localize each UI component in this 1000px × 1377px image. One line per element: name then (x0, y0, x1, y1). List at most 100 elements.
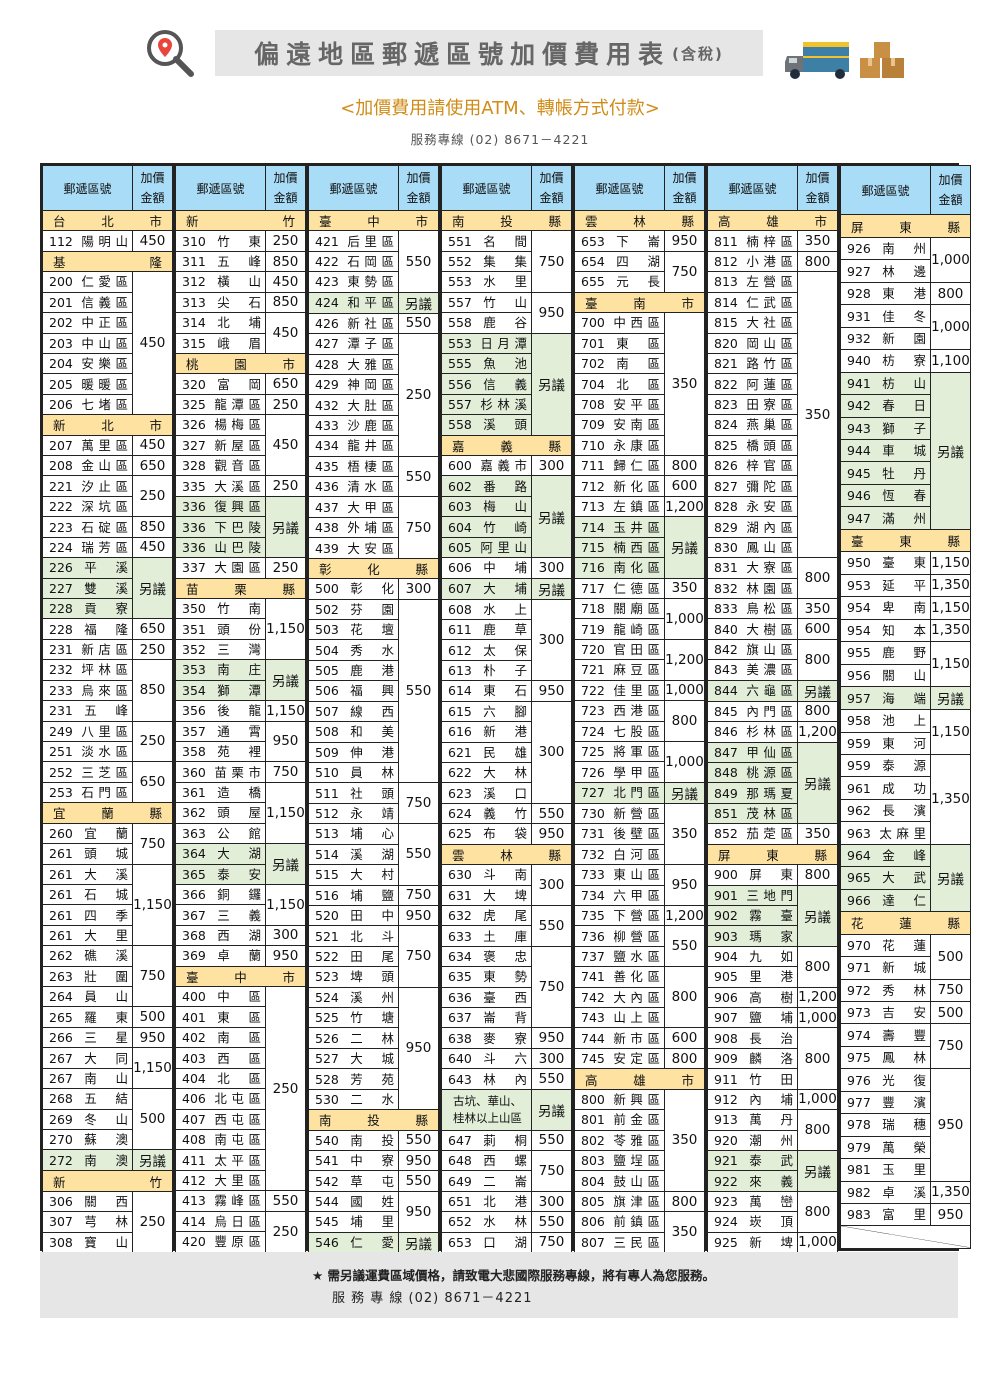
table-row: 358 苑 裡 (175, 740, 306, 763)
table-row: 307 芎 林 (42, 1211, 173, 1233)
zone-label: 357 通 霄 (182, 723, 261, 739)
zone-cell: 957 海 端 (840, 685, 931, 711)
zone-cell: 262 礁 溪 (42, 945, 133, 967)
zone-label: 261 大 里 (49, 927, 128, 943)
table-row: 973 吉 安 500 (840, 1000, 971, 1025)
zone-label: 907 鹽 埔 (714, 1010, 793, 1026)
surcharge-price: 1,350 (930, 1180, 971, 1205)
zone-cell: 261 石 城 (42, 883, 133, 906)
zone-label: 613 朴 子 (448, 663, 527, 679)
zone-cell: 635 東 勢 (441, 966, 532, 988)
table-row: 652 水 林 550 (441, 1211, 572, 1233)
zone-label: 632 虎 尾 (448, 908, 527, 924)
table-row: 262 礁 溪 750 (42, 945, 173, 1008)
zone-cell: 363 公 館 (175, 822, 266, 845)
zone-cell: 622 大 林 (441, 761, 532, 784)
zone-label: 846 杉林區 (714, 724, 793, 740)
table-row: 745 安定區 800 (574, 1047, 705, 1070)
surcharge-price: 950 (930, 1068, 971, 1182)
zone-cell: 227 雙 溪 (42, 577, 133, 600)
zone-label: 964 金 峰 (847, 848, 926, 863)
zone-cell: 369 卓 蘭 (175, 945, 266, 967)
table-row: 231 新店區 250 (42, 638, 173, 661)
zone-cell: 970 花 蓮 (840, 933, 931, 958)
region-name: 台 北 市 (53, 214, 162, 230)
surcharge-price: 1,200 (664, 638, 705, 681)
surcharge-price: 800 (664, 1047, 705, 1070)
zone-label: 201 信義區 (49, 294, 128, 310)
surcharge-price: 1,150 (265, 700, 306, 722)
table-row: 526 二 林 (308, 1027, 439, 1049)
region-name: 臺 中 市 (186, 969, 295, 985)
table-row: 112 陽明山 450 (42, 230, 173, 252)
zone-label: 965 大 武 (847, 870, 926, 886)
table-row: 422 石岡區 (308, 250, 439, 273)
region-header: 高 雄 市 (707, 209, 838, 232)
zone-label: 804 鼓山區 (581, 1173, 660, 1189)
zone-label: 261 四 季 (49, 907, 128, 923)
table-row: 922 來 義 (707, 1170, 838, 1192)
table-row: 367 三 義 (175, 904, 306, 926)
zone-label: 903 瑪 家 (714, 928, 793, 944)
zone-cell: 228 福 隆 (42, 618, 133, 640)
price-header: 加價 金額 (531, 165, 572, 211)
zone-label: 913 萬 丹 (714, 1112, 793, 1128)
zone-header: 郵遞區號 (175, 165, 266, 211)
zone-cell: 361 造 橋 (175, 781, 266, 804)
zone-label: 112 陽明山 (49, 233, 128, 249)
surcharge-price: 550 (398, 1170, 439, 1192)
zone-label: 944 車 城 (847, 443, 926, 459)
surcharge-price: 750 (132, 822, 173, 865)
surcharge-price: 850 (132, 516, 173, 538)
zone-label: 366 銅 鑼 (182, 887, 261, 903)
zone-cell: 844 六龜區 (707, 679, 798, 702)
surcharge-price: 800 (797, 864, 838, 886)
zone-label: 931 佳 冬 (847, 308, 926, 324)
table-row: 961 成 功 (840, 776, 971, 800)
footer-service-hotline: 服 務 專 線 (02) 8671－4221 (332, 1291, 533, 1306)
zone-cell: 614 東 石 (441, 680, 532, 702)
table-column-group: 郵遞區號 加價 金額南 投 縣 551 名 間 750 552 集 集 553 水 里 557… (441, 165, 572, 1254)
table-row: 732 白河區 (574, 843, 705, 866)
zone-label: 812 小港區 (714, 254, 793, 270)
zone-label: 504 秀 水 (315, 642, 394, 658)
zone-label: 963 太麻里 (847, 825, 926, 841)
zone-cell: 515 大 村 (308, 864, 399, 886)
region-header: 雲 林 縣 (441, 843, 572, 866)
table-row: 新 北 市 (42, 414, 173, 436)
zone-cell: 824 燕巢區 (707, 414, 798, 436)
region-name: 屏 東 縣 (718, 847, 827, 863)
zone-label: 433 沙鹿區 (315, 418, 394, 433)
table-row: 802 苓雅區 (574, 1129, 705, 1151)
zone-label: 608 水 上 (448, 601, 527, 617)
zone-cell: 439 大安區 (308, 537, 399, 559)
zone-cell: 908 長 治 (707, 1027, 798, 1049)
table-row: 252 三芝區 650 (42, 761, 173, 804)
surcharge-price: 550 (265, 1190, 306, 1212)
zone-label: 633 土 庫 (448, 928, 527, 944)
zone-label: 336 山巴陵 (182, 539, 261, 555)
zone-cell: 906 高 樹 (707, 986, 798, 1009)
region-name: 宜 蘭 縣 (53, 806, 162, 822)
zone-cell: 734 六甲區 (574, 884, 665, 906)
zone-label: 736 柳營區 (581, 928, 660, 944)
table-row: 971 新 城 (840, 956, 971, 980)
zone-label: 546 仁 愛 (315, 1235, 394, 1251)
zone-cell: 812 小港區 (707, 250, 798, 273)
surcharge-price: 950 (398, 986, 439, 1111)
zone-cell: 364 大 湖 (175, 843, 266, 865)
zone-label: 924 崁 頂 (714, 1214, 793, 1230)
surcharge-price: 1,200 (664, 495, 705, 518)
zone-cell: 503 花 壇 (308, 619, 399, 641)
table-row: 959 東 河 (840, 731, 971, 755)
table-row: 976 光 復 950 (840, 1068, 971, 1182)
zone-cell: 955 鹿 野 (840, 641, 931, 665)
surcharge-price: 1,200 (664, 904, 705, 927)
surcharge-price: 750 (531, 1149, 572, 1192)
zone-label: 233 烏來區 (49, 682, 128, 698)
zone-label: 353 南 庄 (182, 662, 261, 678)
table-row: 雲 林 縣 (441, 843, 572, 866)
table-row: 411 太平區 (175, 1149, 306, 1171)
region-header: 屏 東 縣 (707, 843, 838, 866)
region-header: 桃 園 市 (175, 352, 306, 375)
